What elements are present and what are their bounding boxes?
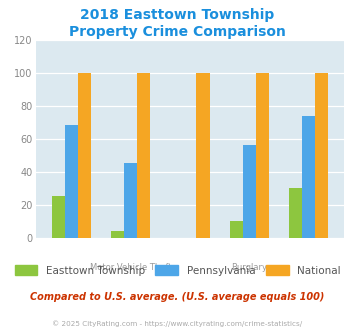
Bar: [65, 125, 78, 238]
Bar: [137, 73, 150, 238]
Legend: Easttown Township, Pennsylvania, National: Easttown Township, Pennsylvania, Nationa…: [10, 261, 345, 280]
Bar: [196, 73, 209, 238]
Bar: [51, 196, 65, 238]
Bar: [124, 163, 137, 238]
Bar: [256, 73, 269, 238]
Bar: [315, 73, 328, 238]
Bar: [289, 188, 302, 238]
Text: Compared to U.S. average. (U.S. average equals 100): Compared to U.S. average. (U.S. average …: [30, 292, 325, 302]
Text: 2018 Easttown Township: 2018 Easttown Township: [80, 8, 275, 22]
Bar: [230, 221, 243, 238]
Text: © 2025 CityRating.com - https://www.cityrating.com/crime-statistics/: © 2025 CityRating.com - https://www.city…: [53, 321, 302, 327]
Bar: [243, 145, 256, 238]
Bar: [111, 231, 124, 238]
Text: Property Crime Comparison: Property Crime Comparison: [69, 25, 286, 39]
Bar: [302, 115, 315, 238]
Bar: [78, 73, 91, 238]
